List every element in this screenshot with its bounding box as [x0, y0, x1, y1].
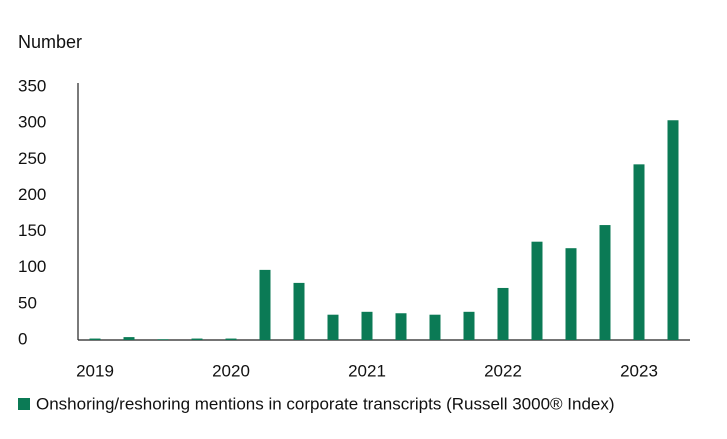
y-tick-label: 300	[18, 113, 46, 132]
y-tick-label: 0	[18, 329, 27, 348]
bar	[395, 313, 407, 340]
bar	[497, 287, 509, 340]
x-tick-label: 2021	[348, 361, 386, 380]
legend-swatch	[18, 398, 30, 410]
x-tick-label: 2023	[620, 361, 658, 380]
bar	[123, 337, 135, 340]
bar	[191, 338, 203, 340]
bar	[429, 314, 441, 340]
y-tick-label: 350	[18, 76, 46, 95]
y-tick-label: 200	[18, 185, 46, 204]
bar	[327, 314, 339, 340]
x-tick-label: 2022	[484, 361, 522, 380]
y-tick-label: 150	[18, 221, 46, 240]
y-tick-label: 100	[18, 257, 46, 276]
bar	[89, 338, 101, 340]
bar	[599, 225, 611, 340]
bar	[157, 339, 169, 340]
legend-label: Onshoring/reshoring mentions in corporat…	[36, 394, 615, 413]
x-tick-label: 2020	[212, 361, 250, 380]
y-axis-label: Number	[18, 32, 82, 52]
bar	[293, 282, 305, 340]
bar	[565, 248, 577, 340]
bar	[463, 311, 475, 340]
x-tick-label: 2019	[76, 361, 114, 380]
bar	[531, 241, 543, 340]
bar	[361, 311, 373, 340]
bar	[667, 120, 679, 340]
bar	[259, 269, 271, 340]
bar	[225, 338, 237, 340]
y-tick-label: 50	[18, 293, 37, 312]
bar	[633, 164, 645, 340]
y-tick-label: 250	[18, 149, 46, 168]
